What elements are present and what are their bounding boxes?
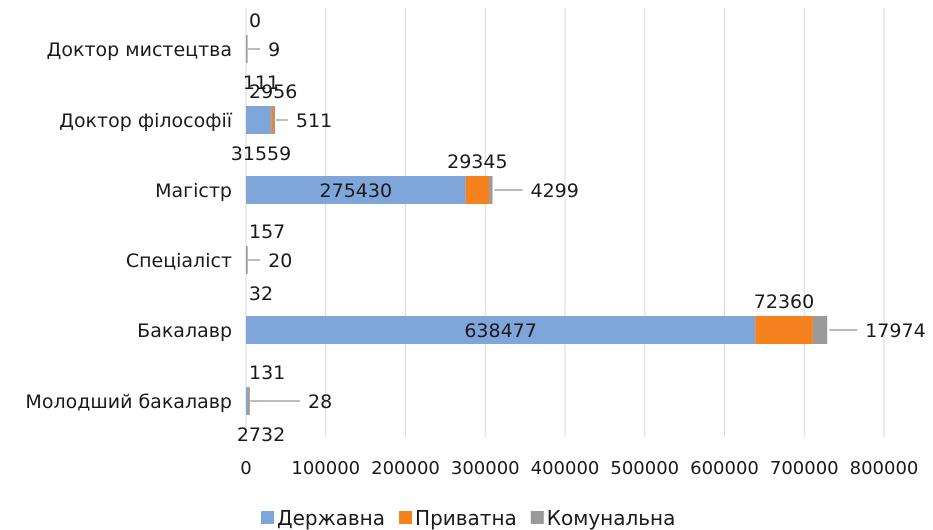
bar-державна-0	[246, 387, 249, 415]
data-label-державна: 111	[243, 72, 279, 94]
data-label-комунальна: 4299	[530, 180, 578, 202]
data-label-державна: 31559	[231, 143, 291, 165]
data-label-приватна: 0	[249, 10, 261, 32]
x-tick-label: 800000	[850, 458, 919, 479]
gridlines	[245, 8, 885, 437]
data-label-державна: 32	[249, 283, 273, 305]
bar-комунальна-0	[248, 387, 250, 415]
bar-комунальна-2	[246, 246, 248, 274]
data-label-приватна: 131	[249, 362, 285, 384]
bar-державна-4	[246, 106, 272, 134]
legend-swatch-державна	[261, 511, 274, 524]
bar-приватна-3	[465, 176, 490, 204]
data-label-комунальна: 28	[308, 391, 332, 413]
data-label-приватна: 2956	[249, 81, 297, 103]
x-tick-label: 100000	[291, 458, 360, 479]
category-labels: Молодший бакалавр Бакалавр Спеціаліст Магіс…	[25, 39, 232, 413]
legend: Державна Приватна Комунальна	[261, 506, 675, 530]
category-label: Доктор мистецтва	[47, 39, 232, 61]
x-tick-label: 400000	[531, 458, 600, 479]
legend-label-державна: Державна	[277, 506, 385, 530]
data-label-приватна: 72360	[754, 291, 814, 313]
bar-державна-3	[246, 176, 466, 204]
legend-swatch-приватна	[399, 511, 413, 524]
data-label-державна: 2732	[237, 424, 285, 446]
category-label: Бакалавр	[137, 320, 232, 342]
x-tick-label: 300000	[451, 458, 520, 479]
bar-приватна-1	[755, 316, 813, 344]
x-tick-label: 600000	[690, 458, 759, 479]
bar-приватна-4	[271, 106, 274, 134]
legend-swatch-комунальна	[530, 511, 544, 524]
x-tick-label: 500000	[610, 458, 679, 479]
bar-комунальна-5	[246, 35, 248, 63]
data-label-державна: 638477	[464, 320, 537, 342]
category-label: Молодший бакалавр	[25, 391, 232, 413]
x-tick-label: 700000	[770, 458, 839, 479]
data-label-комунальна: 9	[268, 39, 280, 61]
data-label-приватна: 157	[249, 221, 285, 243]
category-label: Доктор філософії	[59, 110, 233, 132]
legend-label-приватна: Приватна	[415, 506, 517, 530]
data-label-державна: 275430	[320, 180, 393, 202]
data-label-комунальна: 17974	[865, 320, 925, 342]
data-label-комунальна: 511	[296, 110, 332, 132]
bar-комунальна-3	[489, 176, 493, 204]
category-label: Магістр	[155, 180, 232, 202]
data-label-приватна: 29345	[447, 151, 507, 173]
x-tick-label: 200000	[371, 458, 440, 479]
bar-державна-1	[246, 316, 756, 344]
legend-label-комунальна: Комунальна	[547, 506, 676, 530]
x-tick-label: 0	[240, 458, 251, 479]
category-label: Спеціаліст	[126, 250, 232, 272]
bar-комунальна-1	[812, 316, 828, 344]
data-label-комунальна: 20	[268, 250, 292, 272]
bars	[246, 35, 828, 415]
leader-lines	[248, 48, 858, 402]
data-labels: 2732 131 28 638477 72360 17974 32 157 20 275430 29…	[231, 10, 926, 446]
x-axis-ticks: 0 100000 200000 300000 400000 500000 600000 700…	[240, 458, 918, 479]
bar-комунальна-4	[273, 106, 276, 134]
